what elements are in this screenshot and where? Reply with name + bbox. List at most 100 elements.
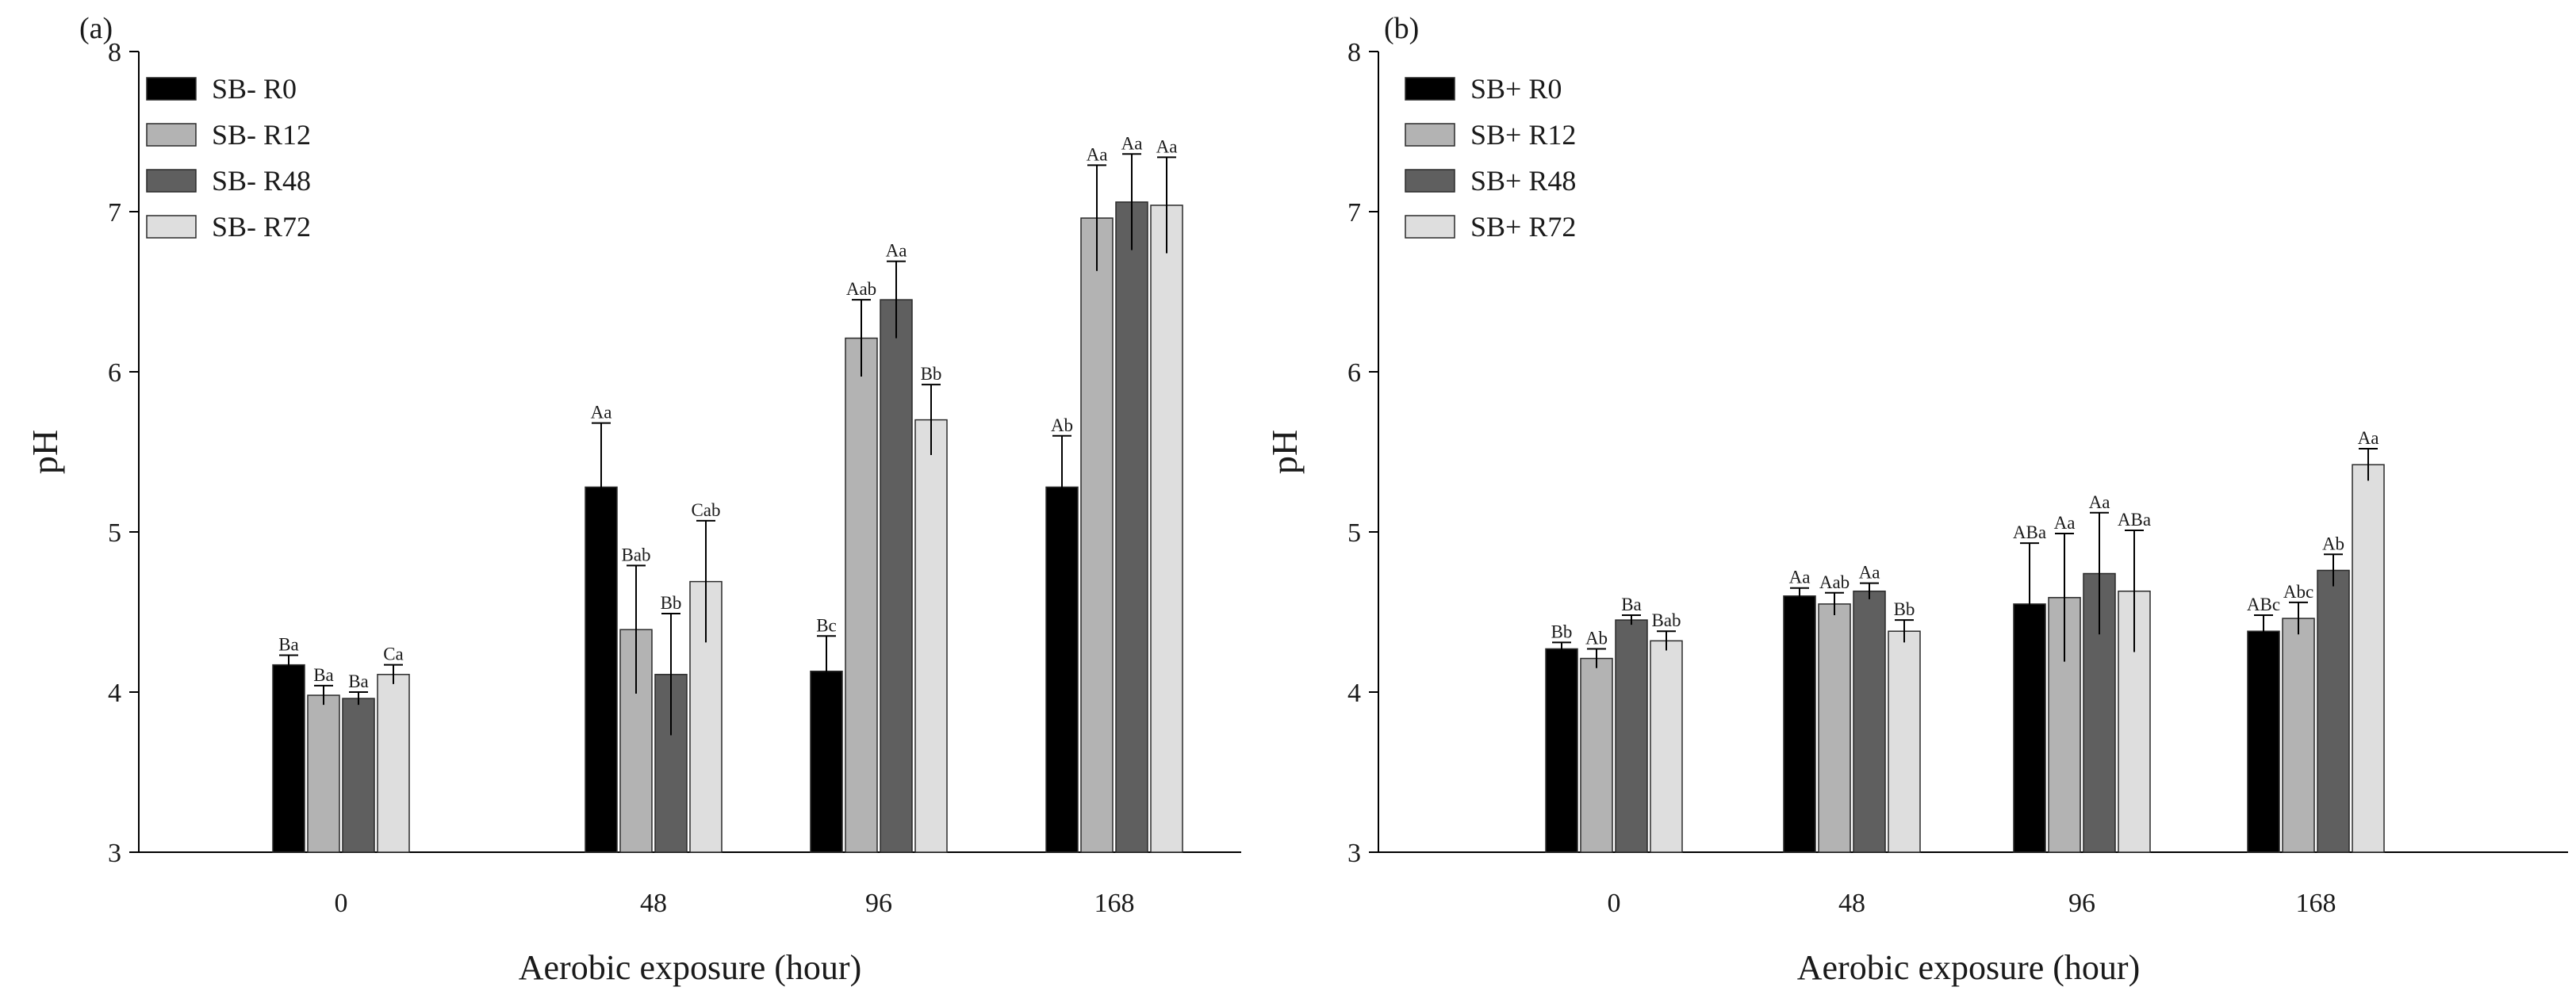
legend-swatch: [1405, 123, 1455, 147]
error-bar: [2055, 533, 2074, 662]
legend-label: SB+ R12: [1470, 119, 1576, 151]
legend-label: SB- R72: [212, 211, 311, 243]
significance-label: Aa: [1859, 563, 1880, 583]
y-tick-label: 4: [1347, 679, 1361, 708]
legend-swatch: [1405, 215, 1455, 239]
bar-a-s0-c3: [1045, 486, 1079, 853]
significance-label: Bab: [621, 545, 650, 564]
significance-label: Aab: [1819, 572, 1850, 592]
y-tick-label: 7: [1347, 198, 1361, 228]
significance-label: ABa: [2118, 510, 2151, 530]
error-bar: [1087, 164, 1106, 271]
error-bar: [2020, 542, 2039, 665]
x-tick-label: 96: [865, 889, 892, 918]
bar-b-s2-c1: [1853, 590, 1886, 853]
bar-b-s3-c0: [1650, 640, 1683, 853]
error-bar: [384, 664, 403, 684]
significance-label: Aa: [1121, 133, 1143, 153]
significance-label: Aab: [846, 279, 876, 299]
legend-b: SB+ R0 SB+ R12 SB+ R48 SB+ R72: [1405, 73, 1576, 243]
bar-b-s2-c3: [2317, 569, 2350, 853]
bar-b-s0-c1: [1783, 595, 1816, 853]
bar-b-s2-c0: [1615, 619, 1648, 853]
significance-label: ABc: [2247, 595, 2280, 614]
bar-a-s2-c2: [880, 299, 913, 853]
error-bar: [887, 260, 906, 339]
y-axis-label-b: pH: [1264, 430, 1305, 474]
bar-b-s3-c3: [2352, 464, 2385, 853]
error-bar: [922, 384, 941, 456]
error-bar: [1895, 619, 1914, 643]
error-bar: [1825, 591, 1844, 616]
bar-a-s3-c0: [377, 674, 410, 853]
significance-label: Ab: [1051, 415, 1073, 435]
significance-label: Aa: [2358, 428, 2379, 448]
y-ticks-b: 3 4 5 6 7 8 0 48 96 168: [1347, 38, 2336, 918]
legend-swatch: [1405, 77, 1455, 101]
y-tick-label: 6: [108, 358, 121, 388]
x-tick-label: 48: [640, 889, 667, 918]
error-bar: [1657, 630, 1676, 651]
error-bar: [592, 422, 611, 552]
bar-b-s1-c3: [2282, 618, 2315, 853]
significance-label: Ba: [1621, 595, 1642, 614]
x-tick-label: 0: [335, 889, 348, 918]
error-bar: [2324, 553, 2343, 587]
error-bar: [2090, 511, 2109, 635]
error-bar: [1552, 641, 1571, 656]
y-tick-label: 5: [108, 518, 121, 548]
y-tick-label: 5: [1347, 518, 1361, 548]
legend-a: SB- R0 SB- R12 SB- R48 SB- R72: [146, 73, 311, 243]
panel-label-a: (a): [79, 12, 113, 45]
bar-b-s1-c1: [1818, 603, 1851, 853]
error-bar: [1860, 582, 1879, 599]
significance-label: Bb: [921, 364, 942, 384]
x-axis-label-b: Aerobic exposure (hour): [1797, 948, 2141, 987]
error-bar: [2289, 601, 2308, 635]
bar-a-s2-c3: [1115, 201, 1148, 853]
significance-label: Aa: [2089, 492, 2110, 512]
error-bar: [661, 613, 680, 736]
error-bar: [2254, 614, 2273, 648]
legend-swatch: [146, 169, 197, 193]
legend-label: SB+ R72: [1470, 211, 1576, 243]
bar-b-s1-c0: [1580, 657, 1613, 853]
bars-a: Ba Aa Bc Ab Ba Bab Aab Aa Ba Bb Aa Aa Ca Cab Bb Aa: [272, 133, 1183, 853]
bar-a-s1-c3: [1080, 217, 1114, 853]
error-bar: [817, 635, 836, 707]
bars-b: Bb Aa ABa ABc Ab Aab Aa Abc Ba Aa Aa Ab Bab Bb ABa Aa: [1545, 428, 2385, 853]
bar-b-s0-c0: [1545, 648, 1578, 853]
significance-label: Bab: [1651, 610, 1681, 630]
y-tick-label: 8: [108, 38, 121, 67]
error-bar: [1622, 614, 1641, 625]
bar-b-s3-c1: [1888, 630, 1921, 853]
error-bar: [1790, 587, 1809, 604]
y-tick-label: 7: [108, 198, 121, 228]
panel-label-b: (b): [1384, 12, 1419, 45]
error-bar: [1587, 648, 1606, 668]
legend-swatch: [146, 215, 197, 239]
error-bar: [696, 519, 715, 643]
x-tick-label: 96: [2068, 889, 2095, 918]
bar-a-s1-c2: [845, 337, 878, 853]
error-bar: [2125, 529, 2144, 652]
significance-label: Aa: [1789, 568, 1811, 587]
panel-b: (b) pH Aerobic exposure (hour) 3 4 5 6 7 8 0 48…: [1264, 12, 2568, 987]
legend-swatch: [146, 77, 197, 101]
bar-a-s2-c0: [342, 698, 375, 853]
significance-label: Ba: [278, 635, 299, 655]
bar-b-s0-c3: [2247, 630, 2280, 853]
significance-label: Aa: [1156, 136, 1178, 156]
error-bar: [279, 654, 298, 675]
significance-label: Abc: [2283, 582, 2313, 602]
significance-label: Aa: [886, 241, 907, 261]
significance-label: Bb: [1551, 622, 1573, 641]
legend-label: SB- R48: [212, 165, 311, 197]
error-bar: [1122, 153, 1141, 251]
error-bar: [349, 691, 368, 706]
legend-label: SB+ R0: [1470, 73, 1562, 105]
y-axis-label-a: pH: [25, 430, 65, 474]
legend-label: SB+ R48: [1470, 165, 1576, 197]
error-bar: [852, 299, 871, 377]
